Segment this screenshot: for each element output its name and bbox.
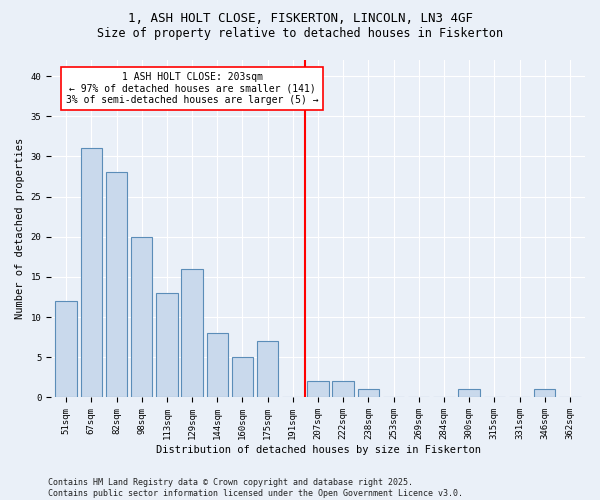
- Text: Contains HM Land Registry data © Crown copyright and database right 2025.
Contai: Contains HM Land Registry data © Crown c…: [48, 478, 463, 498]
- Bar: [181, 269, 203, 398]
- Text: Size of property relative to detached houses in Fiskerton: Size of property relative to detached ho…: [97, 28, 503, 40]
- Bar: [257, 341, 278, 398]
- Text: 1 ASH HOLT CLOSE: 203sqm
← 97% of detached houses are smaller (141)
3% of semi-d: 1 ASH HOLT CLOSE: 203sqm ← 97% of detach…: [66, 72, 319, 106]
- Bar: [80, 148, 102, 398]
- Bar: [106, 172, 127, 398]
- Y-axis label: Number of detached properties: Number of detached properties: [15, 138, 25, 320]
- Bar: [232, 358, 253, 398]
- Bar: [332, 382, 354, 398]
- X-axis label: Distribution of detached houses by size in Fiskerton: Distribution of detached houses by size …: [155, 445, 481, 455]
- Bar: [131, 237, 152, 398]
- Bar: [534, 390, 556, 398]
- Bar: [55, 301, 77, 398]
- Bar: [156, 293, 178, 398]
- Bar: [307, 382, 329, 398]
- Bar: [458, 390, 480, 398]
- Bar: [206, 333, 228, 398]
- Bar: [358, 390, 379, 398]
- Text: 1, ASH HOLT CLOSE, FISKERTON, LINCOLN, LN3 4GF: 1, ASH HOLT CLOSE, FISKERTON, LINCOLN, L…: [128, 12, 473, 26]
